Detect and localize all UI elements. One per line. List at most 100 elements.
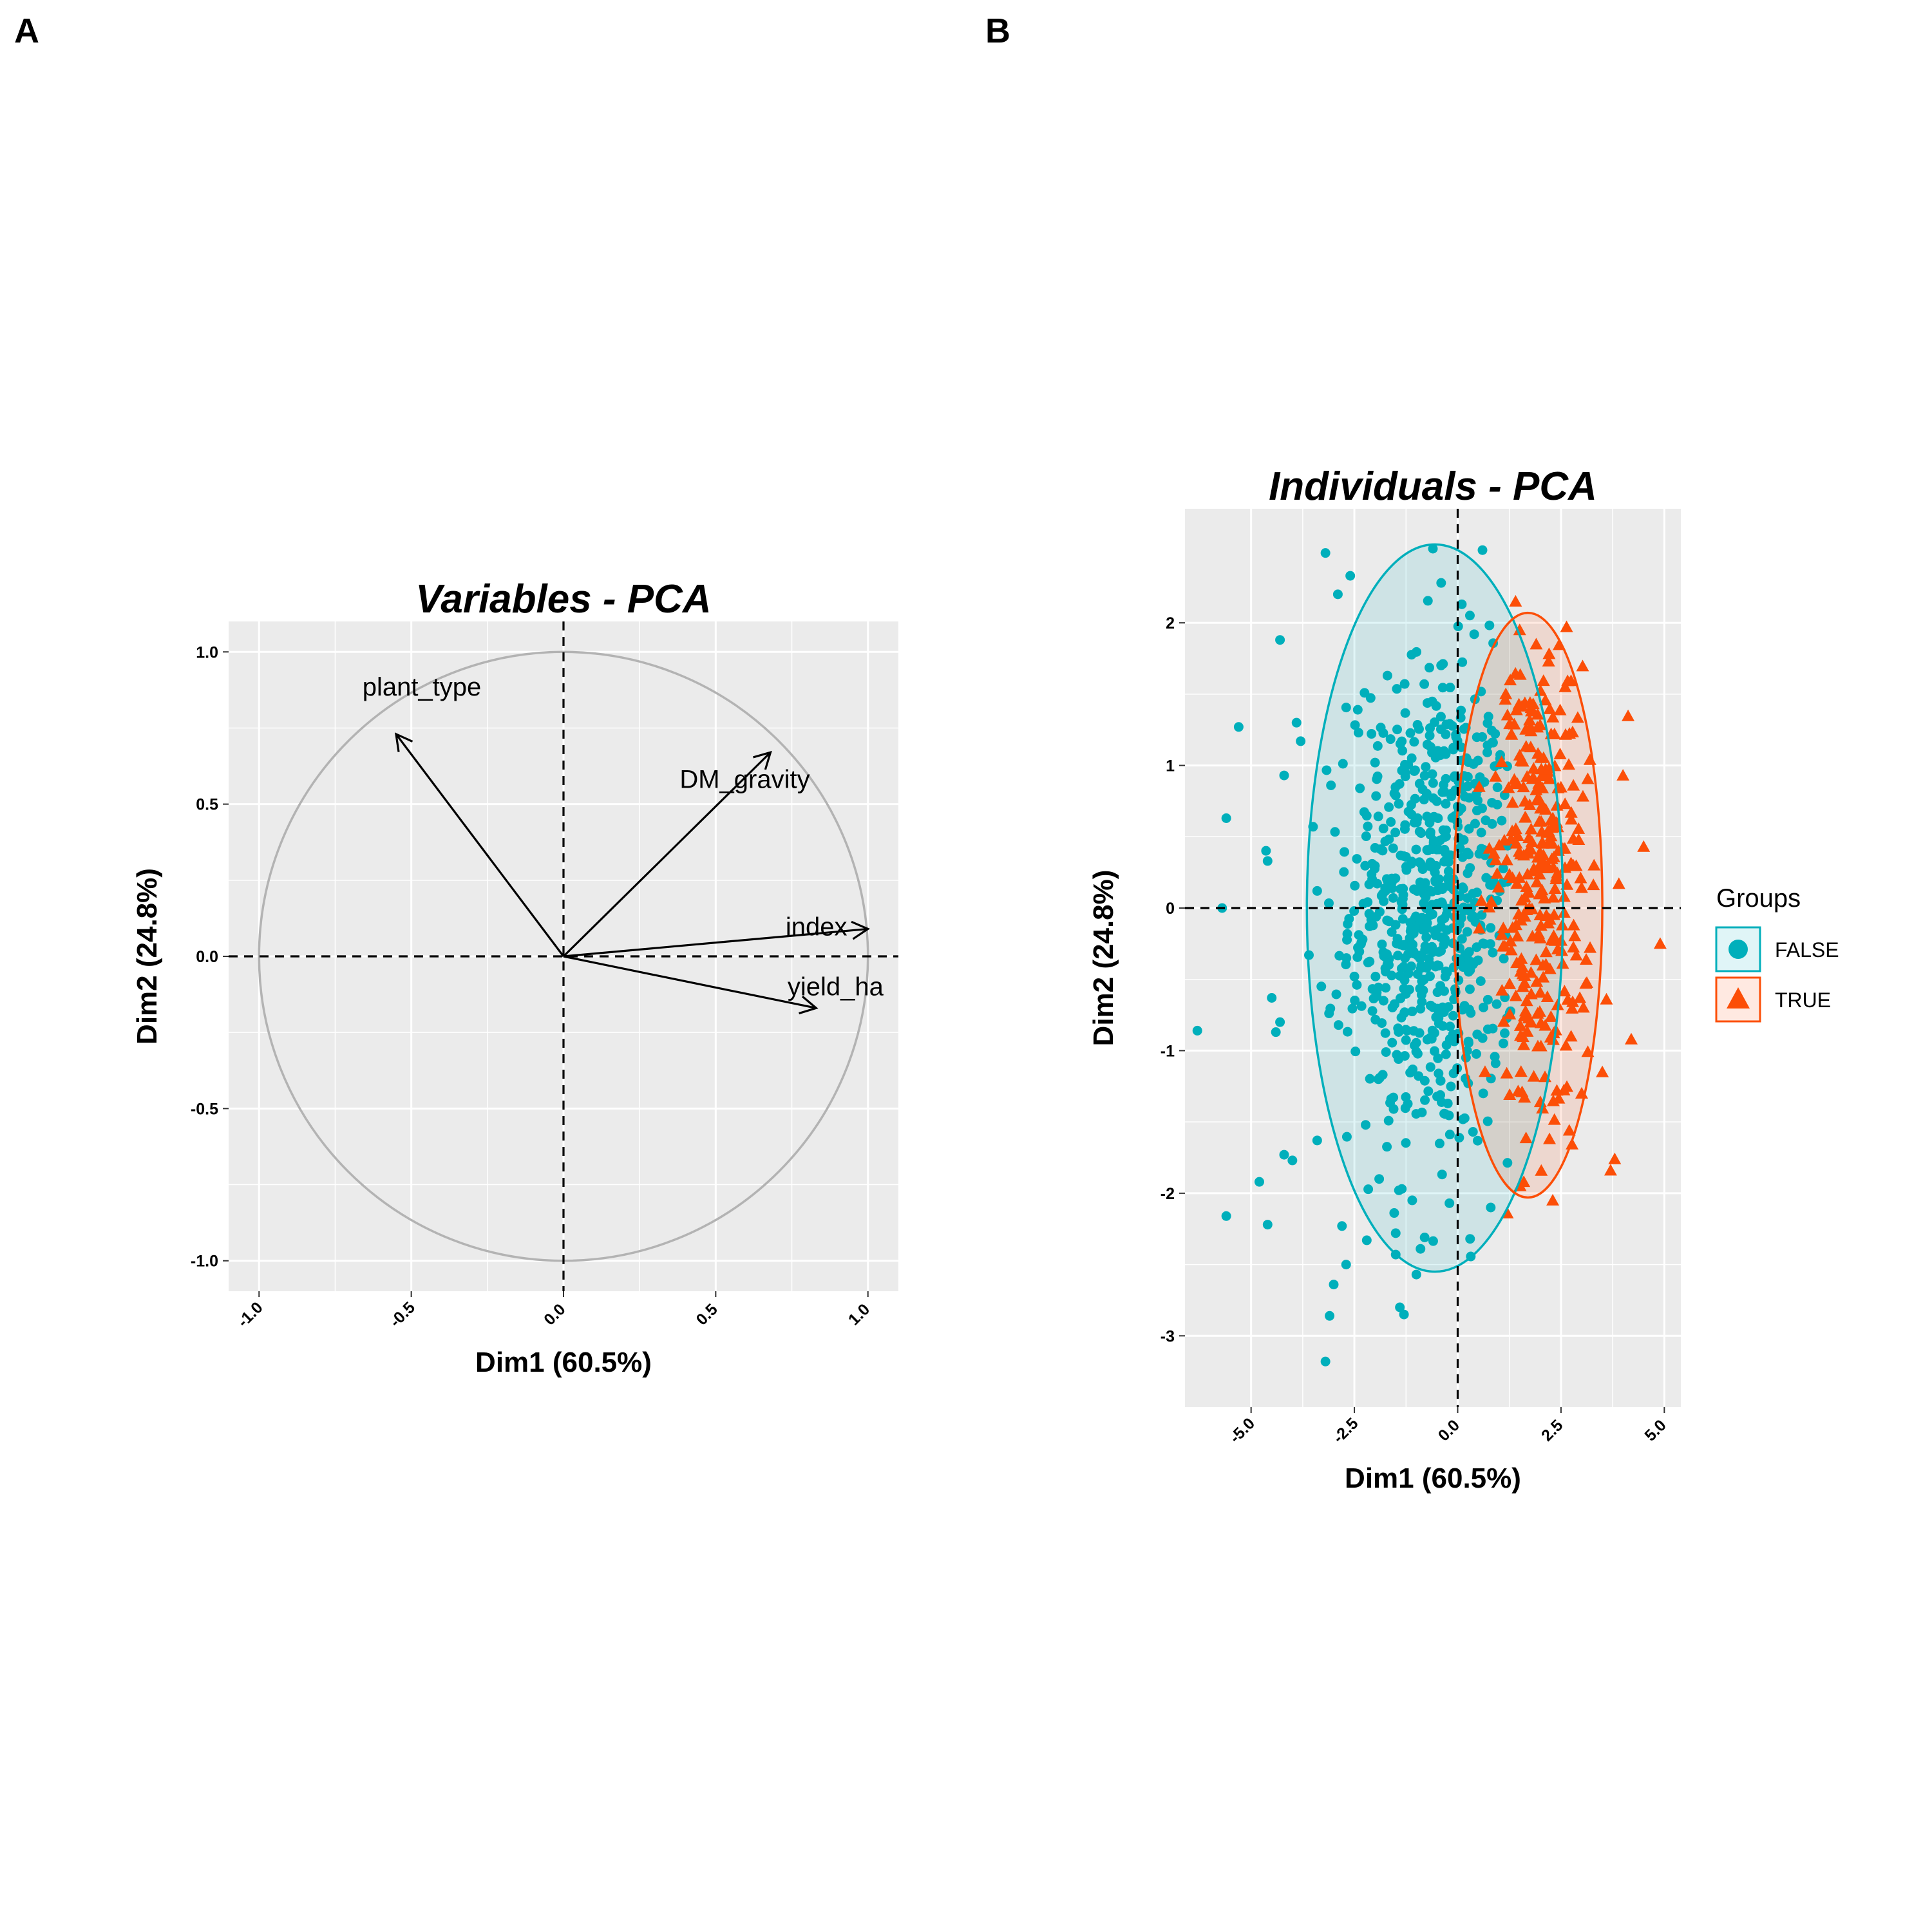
data-point-true xyxy=(1547,850,1560,862)
data-point-false xyxy=(1262,1220,1273,1230)
data-point-false xyxy=(1472,1135,1482,1146)
data-point-true xyxy=(1543,1132,1557,1144)
data-point-false xyxy=(1399,824,1410,834)
data-point-true xyxy=(1537,674,1550,687)
data-point-true xyxy=(1508,773,1521,785)
data-point-false xyxy=(1377,939,1387,949)
data-point-false xyxy=(1363,897,1373,907)
data-point-true xyxy=(1535,825,1549,837)
data-point-false xyxy=(1445,1021,1455,1032)
data-point-false xyxy=(1457,882,1468,893)
data-point-false xyxy=(1435,712,1446,722)
data-point-false xyxy=(1401,1092,1411,1103)
data-point-true xyxy=(1520,867,1534,880)
data-point-false xyxy=(1380,1028,1390,1038)
data-point-false xyxy=(1411,911,1421,922)
data-point-true xyxy=(1501,708,1514,721)
data-point-false xyxy=(1432,1003,1443,1014)
data-point-false xyxy=(1406,800,1416,810)
data-point-false xyxy=(1434,1068,1444,1079)
data-point-false xyxy=(1441,719,1452,730)
data-point-false xyxy=(1373,811,1383,822)
data-point-true xyxy=(1622,709,1635,721)
data-point-false xyxy=(1320,1356,1331,1367)
data-point-false xyxy=(1500,1028,1510,1038)
data-point-false xyxy=(1439,746,1449,756)
data-point-false xyxy=(1392,724,1403,735)
triangle-marker-icon xyxy=(1727,987,1750,1009)
data-point-true xyxy=(1527,762,1540,774)
data-point-false xyxy=(1492,999,1502,1009)
data-point-false xyxy=(1331,989,1341,999)
legend-label-false: FALSE xyxy=(1775,938,1839,961)
data-point-true xyxy=(1510,918,1523,931)
data-point-false xyxy=(1365,921,1375,931)
data-point-false xyxy=(1221,813,1231,823)
data-point-false xyxy=(1427,1025,1437,1036)
data-point-true xyxy=(1513,1019,1527,1031)
data-point-true xyxy=(1577,1001,1590,1013)
data-point-false xyxy=(1267,993,1277,1003)
data-point-true xyxy=(1566,725,1579,737)
data-point-true xyxy=(1519,1132,1533,1144)
data-point-false xyxy=(1464,1005,1474,1015)
data-point-false xyxy=(1472,806,1482,816)
data-point-false xyxy=(1355,783,1365,793)
data-point-false xyxy=(1378,728,1388,738)
data-point-false xyxy=(1438,825,1448,835)
data-point-true xyxy=(1524,822,1538,835)
data-point-false xyxy=(1387,927,1397,937)
data-point-false xyxy=(1374,1174,1385,1184)
data-point-true xyxy=(1564,806,1578,818)
data-point-true xyxy=(1561,993,1575,1005)
data-point-true xyxy=(1637,840,1651,852)
data-point-true xyxy=(1546,811,1560,824)
data-point-false xyxy=(1370,971,1381,981)
data-point-false xyxy=(1477,545,1488,555)
legend-label-true: TRUE xyxy=(1775,989,1831,1012)
data-point-false xyxy=(1428,778,1438,788)
data-point-false xyxy=(1435,985,1445,995)
data-point-false xyxy=(1498,864,1508,874)
data-point-false xyxy=(1423,596,1433,606)
data-point-true xyxy=(1520,880,1533,892)
data-point-true xyxy=(1502,781,1515,793)
data-point-true xyxy=(1573,991,1587,1003)
data-point-true xyxy=(1497,1015,1510,1027)
data-point-false xyxy=(1468,911,1478,922)
data-point-true xyxy=(1542,761,1556,773)
data-point-true xyxy=(1546,1094,1560,1106)
variable-label: yield_ha xyxy=(788,972,884,1001)
y-tick-label: -1.0 xyxy=(191,1253,218,1271)
data-point-true xyxy=(1530,875,1544,887)
data-point-false xyxy=(1453,621,1463,632)
data-point-false xyxy=(1262,856,1273,866)
data-point-true xyxy=(1536,837,1549,849)
data-point-false xyxy=(1221,1211,1231,1221)
data-point-true xyxy=(1509,594,1522,607)
data-point-false xyxy=(1422,845,1432,855)
data-point-false xyxy=(1468,1127,1478,1137)
data-point-false xyxy=(1386,817,1396,827)
data-point-false xyxy=(1396,897,1406,907)
data-point-true xyxy=(1526,772,1539,784)
data-point-false xyxy=(1334,951,1345,961)
data-point-false xyxy=(1359,688,1370,698)
x-axis-title: Dim1 (60.5%) xyxy=(1345,1463,1521,1494)
arrow-head-icon xyxy=(851,920,871,940)
data-point-false xyxy=(1361,831,1371,842)
data-point-false xyxy=(1433,1053,1443,1063)
data-point-false xyxy=(1255,1177,1264,1187)
legend-item-false: FALSE xyxy=(1715,926,1839,972)
data-point-false xyxy=(1349,971,1359,981)
data-point-false xyxy=(1482,994,1493,1005)
data-point-false xyxy=(1341,1132,1352,1142)
data-point-true xyxy=(1600,992,1613,1005)
data-point-true xyxy=(1513,623,1526,636)
data-point-true xyxy=(1509,989,1522,1001)
data-point-true xyxy=(1526,697,1540,710)
data-point-false xyxy=(1430,717,1440,728)
data-point-false xyxy=(1430,876,1441,887)
data-point-false xyxy=(1419,679,1430,689)
